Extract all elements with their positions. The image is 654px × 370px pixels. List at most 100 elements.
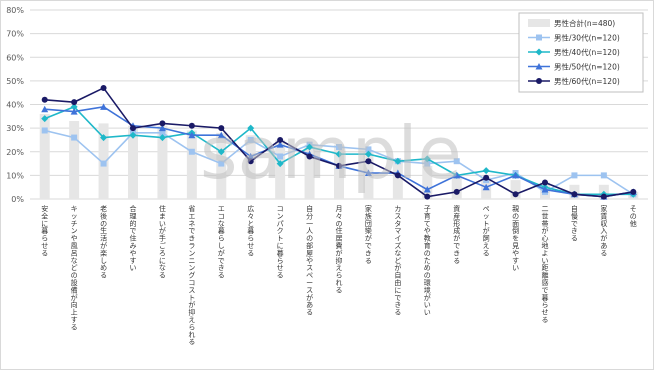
point: [129, 131, 137, 139]
legend-label: 男性/50代(n=120): [554, 62, 620, 72]
legend-swatch: [528, 19, 550, 27]
x-tick-label: エコな暮らしができる: [218, 205, 225, 280]
point: [306, 143, 314, 151]
point: [423, 155, 431, 163]
point: [188, 122, 195, 129]
point: [453, 158, 460, 165]
point: [535, 63, 543, 70]
x-tick-label: 安全に暮らせる: [41, 204, 48, 257]
x-tick-label: 広々と暮らせる: [247, 204, 254, 257]
point: [217, 131, 225, 139]
bar: [451, 175, 462, 199]
point: [247, 158, 254, 165]
watermark-text: sample: [200, 111, 462, 195]
legend-label: 男性/40代(n=120): [554, 47, 620, 57]
y-tick-label: 60%: [6, 53, 24, 62]
point: [571, 172, 578, 179]
bar: [392, 158, 403, 199]
bar: [186, 130, 197, 199]
bar: [157, 125, 168, 199]
x-tick-label: ペットが飼える: [483, 205, 490, 257]
point: [512, 171, 520, 179]
y-tick-label: 10%: [6, 171, 24, 180]
y-tick-label: 50%: [6, 77, 24, 86]
legend-label: 男性合計(n=480): [554, 18, 615, 28]
y-tick-label: 30%: [6, 124, 24, 133]
bar: [39, 113, 50, 199]
x-tick-label: 二世帯が心地よい距離感で暮らせる: [542, 205, 549, 324]
x-tick-label: 自慢できる: [571, 204, 578, 243]
x-tick-label: その他: [630, 205, 637, 228]
bar: [128, 125, 138, 199]
point: [100, 103, 108, 110]
point: [247, 124, 255, 132]
x-axis-ticks: 安全に暮らせる キッチンや風呂などの設備が向上する 老後の生活が楽しめる 合理的で住み…: [41, 204, 637, 346]
bar: [275, 139, 286, 199]
x-tick-label: 家賃収入がある: [600, 204, 607, 257]
point: [364, 150, 372, 158]
x-tick-label: 老後の生活が楽しめる: [100, 204, 107, 280]
bar: [334, 144, 344, 199]
point: [536, 34, 542, 41]
point: [71, 99, 78, 106]
point: [630, 188, 637, 195]
point: [453, 188, 460, 195]
point: [600, 193, 607, 200]
x-tick-label: 子育てや教育のための環境がいい: [424, 205, 431, 317]
point: [158, 134, 166, 142]
point: [482, 167, 490, 175]
y-tick-label: 40%: [6, 101, 24, 110]
y-tick-label: 20%: [6, 148, 24, 157]
point: [365, 158, 372, 165]
point: [247, 136, 254, 143]
point: [535, 48, 543, 56]
point: [483, 174, 490, 181]
x-tick-label: 自分一人の部屋やスペースがある: [306, 204, 313, 317]
point: [336, 162, 342, 169]
point: [70, 108, 78, 115]
bar: [69, 121, 80, 199]
bar: [304, 144, 315, 199]
point: [276, 141, 284, 148]
legend: 男性合計(n=480) 男性/30代(n=120) 男性/40代(n=120) 男性/…: [518, 12, 644, 93]
point: [536, 78, 542, 84]
x-tick-label: キッチンや風呂などの設備が向上する: [71, 205, 78, 331]
point: [277, 136, 284, 143]
legend-label: 男性/30代(n=120): [554, 33, 620, 43]
x-tick-label: 家族団欒ができる: [365, 204, 372, 265]
point: [394, 157, 402, 165]
point: [335, 150, 343, 158]
point: [41, 127, 48, 134]
point: [41, 96, 48, 103]
point: [364, 169, 372, 177]
bar: [510, 180, 521, 199]
point: [218, 160, 225, 167]
point: [424, 160, 431, 167]
point: [100, 160, 107, 167]
point: [159, 129, 166, 136]
point: [365, 146, 372, 153]
point: [100, 84, 107, 91]
x-tick-label: 住まいが手ごろになる: [159, 204, 166, 280]
y-tick-label: 70%: [6, 30, 24, 39]
point: [394, 172, 401, 179]
point: [424, 193, 431, 200]
x-tick-label: 月々の住居費が抑えられる: [336, 205, 343, 294]
point: [453, 171, 461, 179]
point: [188, 148, 195, 155]
point: [306, 153, 313, 160]
point: [541, 186, 549, 193]
point: [336, 144, 342, 151]
point: [512, 191, 519, 198]
x-tick-label: コンパクトに暮らせる: [277, 205, 284, 280]
x-tick-label: 省エネできランニングコストが抑えられる: [188, 204, 195, 346]
x-tick-label: カスタマイズなどが自由にできる: [394, 205, 401, 317]
point: [130, 125, 136, 132]
point: [276, 160, 284, 168]
point: [158, 124, 166, 132]
x-tick-label: 親の面倒を見やすい: [512, 204, 519, 272]
x-tick-label: 資産形成ができる: [453, 204, 460, 265]
point: [423, 186, 431, 193]
point: [600, 172, 607, 179]
